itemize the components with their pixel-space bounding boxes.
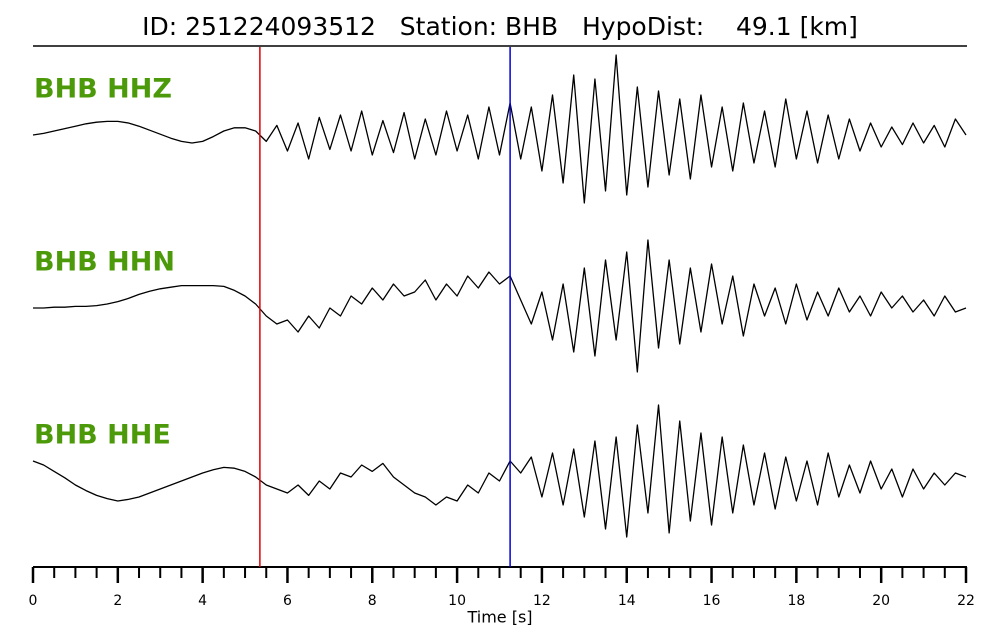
x-tick-label: 20 — [872, 593, 890, 609]
x-tick-label: 12 — [533, 593, 551, 609]
waveform — [32, 404, 967, 538]
x-tick-label: 8 — [368, 593, 377, 609]
x-tick-label: 0 — [29, 593, 38, 609]
waveform — [33, 239, 967, 373]
x-tick-label: 14 — [618, 593, 636, 609]
x-tick-label: 6 — [283, 593, 292, 609]
x-tick-label: 10 — [448, 593, 466, 609]
trace-label: BHB HHE — [34, 420, 171, 451]
waveform — [32, 54, 967, 204]
x-tick-label: 16 — [703, 593, 721, 609]
x-tick-label: 4 — [198, 593, 207, 609]
x-tick-label: 22 — [957, 593, 975, 609]
chart-title: ID: 251224093512 Station: BHB HypoDist: … — [142, 12, 858, 41]
trace-label: BHB HHN — [34, 247, 175, 278]
trace-label: BHB HHZ — [34, 74, 172, 105]
x-tick-label: 18 — [787, 593, 805, 609]
x-axis-label: Time [s] — [466, 608, 532, 627]
x-tick-label: 2 — [113, 593, 122, 609]
